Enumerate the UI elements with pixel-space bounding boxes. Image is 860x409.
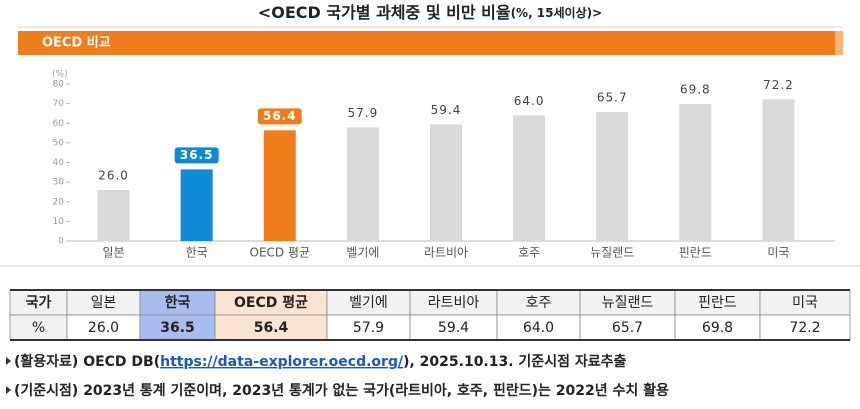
y-tick-label: 0 [58, 237, 64, 247]
y-tick-label: 50 [53, 138, 65, 148]
value-label: 57.9 [348, 106, 379, 120]
chart-title: <OECD 국가별 과체중 및 비만 비율(%, 15세이상)> [258, 3, 602, 22]
bar [513, 115, 546, 241]
bar [97, 189, 130, 241]
table-cell [9, 289, 68, 316]
table-value: 65.7 [612, 320, 643, 336]
bar [679, 104, 712, 241]
table-header: OECD 평균 [234, 294, 308, 311]
table-header: 호주 [526, 295, 552, 311]
table-value: % [32, 320, 45, 336]
x-tick-label: 한국 [186, 246, 208, 260]
table-header: 벨기에 [349, 295, 388, 311]
value-label: 64.0 [514, 94, 545, 108]
table-cell [409, 314, 498, 341]
value-label-box [257, 108, 302, 125]
table-header: 핀란드 [698, 295, 737, 311]
note: (활용자료) OECD DB(https://data-explorer.oec… [14, 353, 626, 370]
table-cell [759, 289, 851, 316]
table: 국가 일본 한국 OECD 평균 벨기에 라트비아 호주 뉴질랜드 핀란드 미국% 26.0 36.5… [9, 289, 851, 341]
y-tick-label: 20 [53, 197, 65, 207]
table-value: 72.2 [789, 320, 820, 336]
table-header: 일본 [91, 295, 117, 311]
y-tick-label: 60 [53, 119, 65, 129]
table-cell [214, 289, 328, 316]
bar [180, 169, 213, 241]
panel-title: OECD 비교 [42, 36, 111, 51]
table-cell [496, 314, 581, 341]
table-cell [579, 314, 676, 341]
table-value: 56.4 [254, 320, 289, 336]
panel-header [18, 31, 840, 55]
y-tick-label: 30 [53, 178, 65, 188]
table-header: 국가 [26, 295, 52, 311]
table-cell [66, 314, 141, 341]
table-cell [9, 314, 68, 341]
bar [762, 99, 795, 242]
table-value: 57.9 [353, 320, 384, 336]
x-tick-label: 뉴질랜드 [590, 246, 634, 260]
title-note: (%, 15세이상)> [511, 5, 603, 20]
chart: 0 10 20 30 40 50 60 70 80 일본 26.0 한국 36.5 OECD 평균 56.4… [53, 78, 835, 260]
note-text: (활용자료) OECD DB( [14, 353, 160, 370]
bullet [6, 357, 11, 365]
y-tick-label: 40 [53, 158, 65, 168]
table-cell [139, 289, 216, 316]
x-tick-label: 라트비아 [424, 246, 468, 260]
x-tick-label: 미국 [767, 246, 789, 260]
table-value: 26.0 [88, 320, 119, 336]
y-tick-label: 80 [53, 80, 65, 90]
note: (기준시점) 2023년 통계 기준이며, 2023년 통계가 없는 국가(라트… [14, 382, 669, 399]
value-label: 56.4 [263, 109, 297, 123]
table-header: 한국 [165, 295, 191, 311]
y-tick-label: 10 [53, 217, 65, 227]
value-label: 69.8 [680, 83, 711, 97]
table-header: 뉴질랜드 [602, 295, 654, 311]
table-value: 59.4 [438, 320, 469, 336]
value-label: 72.2 [763, 78, 794, 92]
table-cell [759, 314, 851, 341]
bar [430, 124, 462, 241]
value-label: 26.0 [98, 168, 129, 182]
value-label: 36.5 [180, 148, 214, 162]
title-main: <OECD 국가별 과체중 및 비만 비율 [258, 3, 511, 22]
x-tick-label: 핀란드 [679, 246, 712, 260]
table-header: 미국 [792, 295, 818, 311]
table-cell [326, 314, 411, 341]
value-label-box [174, 147, 219, 164]
x-tick-label: OECD 평균 [250, 246, 311, 260]
y-tick-label: 70 [53, 99, 65, 109]
table-cell [139, 314, 216, 341]
table-value: 36.5 [160, 320, 195, 336]
x-tick-label: 호주 [518, 246, 540, 260]
panel-header-end [835, 31, 843, 55]
table-cell [674, 314, 761, 341]
table-cell [674, 289, 761, 316]
note-text: ), 2025.10.13. 기준시점 자료추출 [403, 353, 626, 370]
table-header: 라트비아 [428, 295, 480, 311]
y-unit: (%) [52, 70, 68, 80]
bar [346, 127, 379, 241]
value-label: 59.4 [431, 103, 462, 117]
table-value: 69.8 [702, 320, 733, 336]
table-cell [214, 314, 328, 341]
table-value: 64.0 [523, 320, 554, 336]
x-tick-label: 일본 [103, 246, 125, 260]
x-tick-label: 벨기에 [346, 246, 379, 260]
bullet [6, 386, 11, 394]
value-label: 65.7 [597, 91, 628, 105]
note-link[interactable]: https://data-explorer.oecd.org/ [160, 354, 404, 370]
bar [596, 112, 629, 241]
bar [263, 130, 296, 241]
